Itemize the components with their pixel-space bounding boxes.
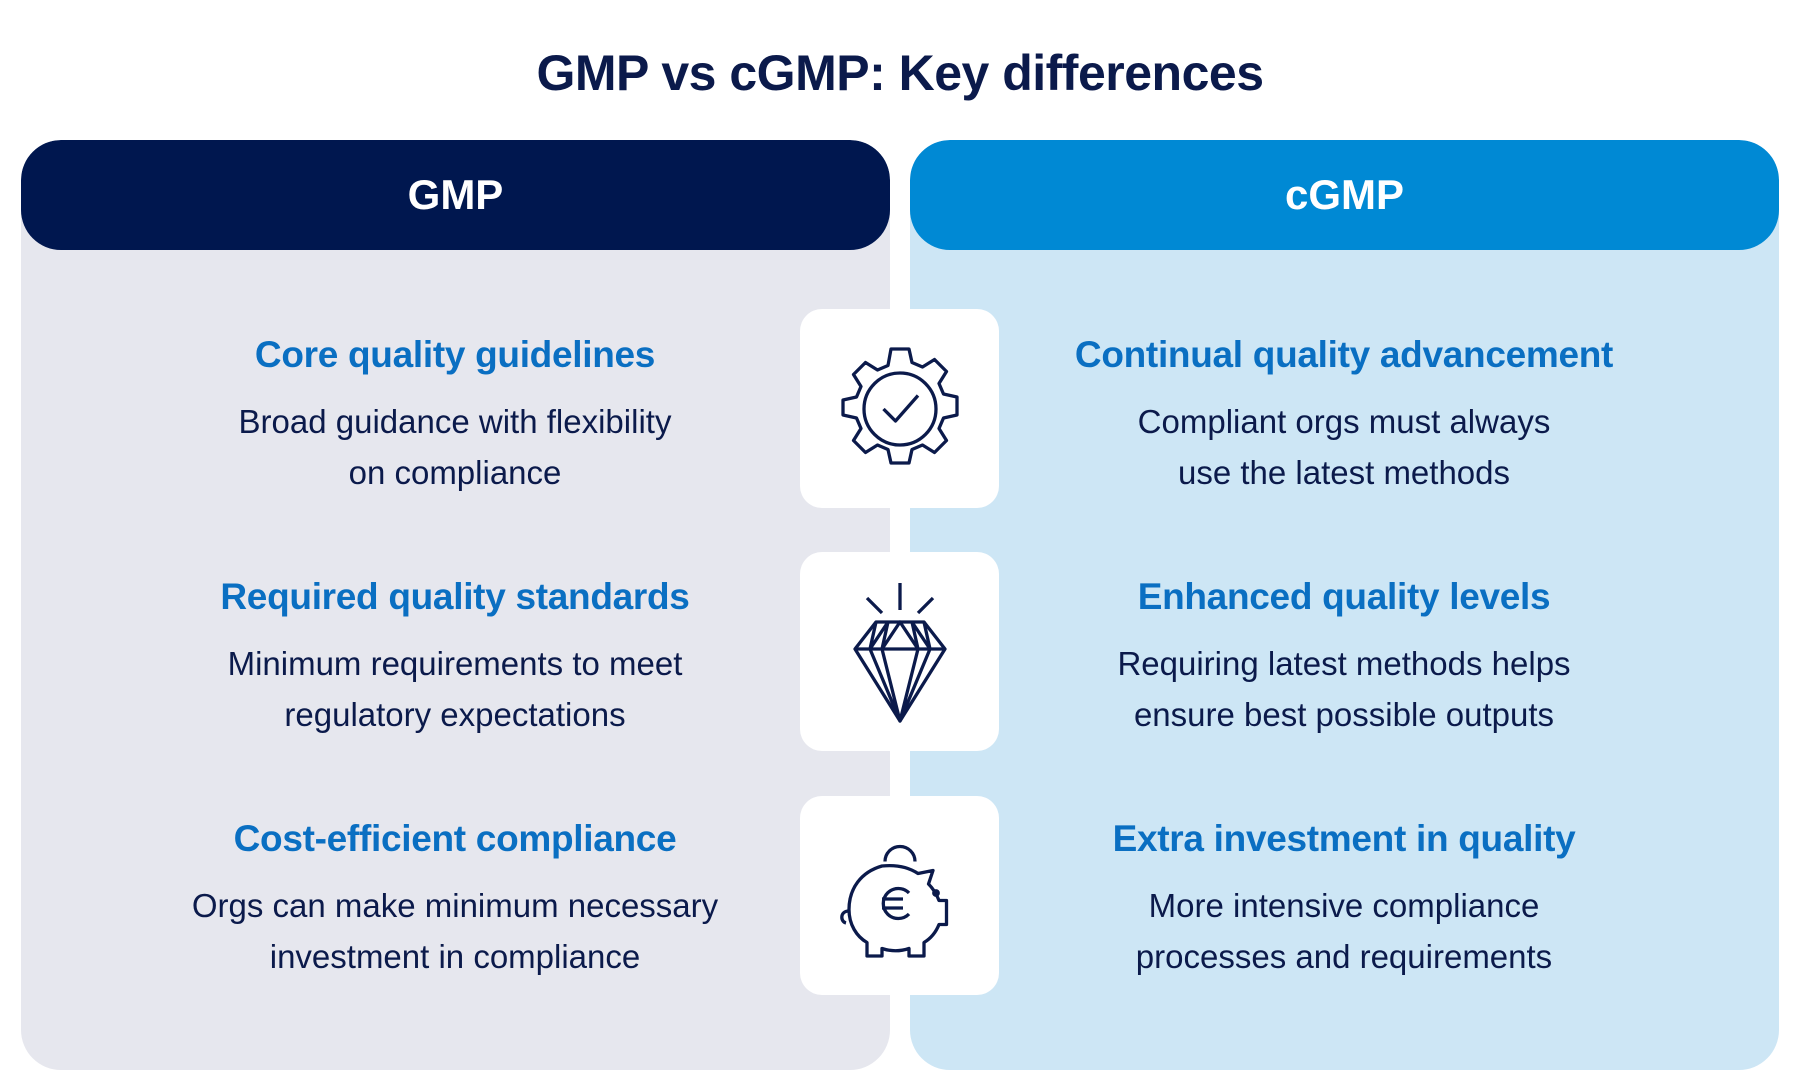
item-text: Compliant orgs must always: [1137, 403, 1551, 440]
piggy-bank-euro-icon: [839, 844, 948, 958]
gmp-item: Cost-efficient compliance Orgs can make …: [155, 818, 755, 982]
item-heading: Core quality guidelines: [254, 334, 656, 375]
cgmp-header: cGMP: [910, 140, 1779, 250]
item-text: More intensive compliance: [1148, 887, 1540, 924]
item-text: use the latest methods: [1177, 454, 1511, 491]
item-heading: Enhanced quality levels: [1137, 576, 1551, 617]
gear-icon-box: [800, 309, 999, 508]
gmp-header: GMP: [21, 140, 890, 250]
cgmp-panel: cGMP: [910, 140, 1779, 1070]
item-text: on compliance: [348, 454, 562, 491]
cgmp-item: Extra investment in quality More intensi…: [1044, 818, 1644, 982]
piggy-bank-icon-box: [800, 796, 999, 995]
item-text: Requiring latest methods helps: [1117, 645, 1571, 682]
item-text: Broad guidance with flexibility: [238, 403, 672, 440]
gmp-item: Required quality standards Minimum requi…: [155, 576, 755, 740]
gear-check-icon: [840, 346, 959, 465]
diamond-icon-box: [800, 552, 999, 751]
item-heading: Continual quality advancement: [1074, 334, 1614, 375]
cgmp-item: Enhanced quality levels Requiring latest…: [1044, 576, 1644, 740]
gmp-item: Core quality guidelines Broad guidance w…: [155, 334, 755, 498]
diamond-icon: [852, 582, 947, 723]
page-title: GMP vs cGMP: Key differences: [536, 45, 1264, 101]
item-text: Orgs can make minimum necessary: [191, 887, 719, 924]
item-heading: Cost-efficient compliance: [233, 818, 677, 859]
item-text: processes and requirements: [1135, 938, 1553, 975]
item-heading: Required quality standards: [220, 576, 690, 617]
item-text: investment in compliance: [269, 938, 641, 975]
gmp-panel: GMP: [21, 140, 890, 1070]
item-text: regulatory expectations: [284, 696, 626, 733]
item-heading: Extra investment in quality: [1112, 818, 1576, 859]
item-text: Minimum requirements to meet: [227, 645, 683, 682]
item-text: ensure best possible outputs: [1133, 696, 1555, 733]
cgmp-item: Continual quality advancement Compliant …: [1044, 334, 1644, 498]
